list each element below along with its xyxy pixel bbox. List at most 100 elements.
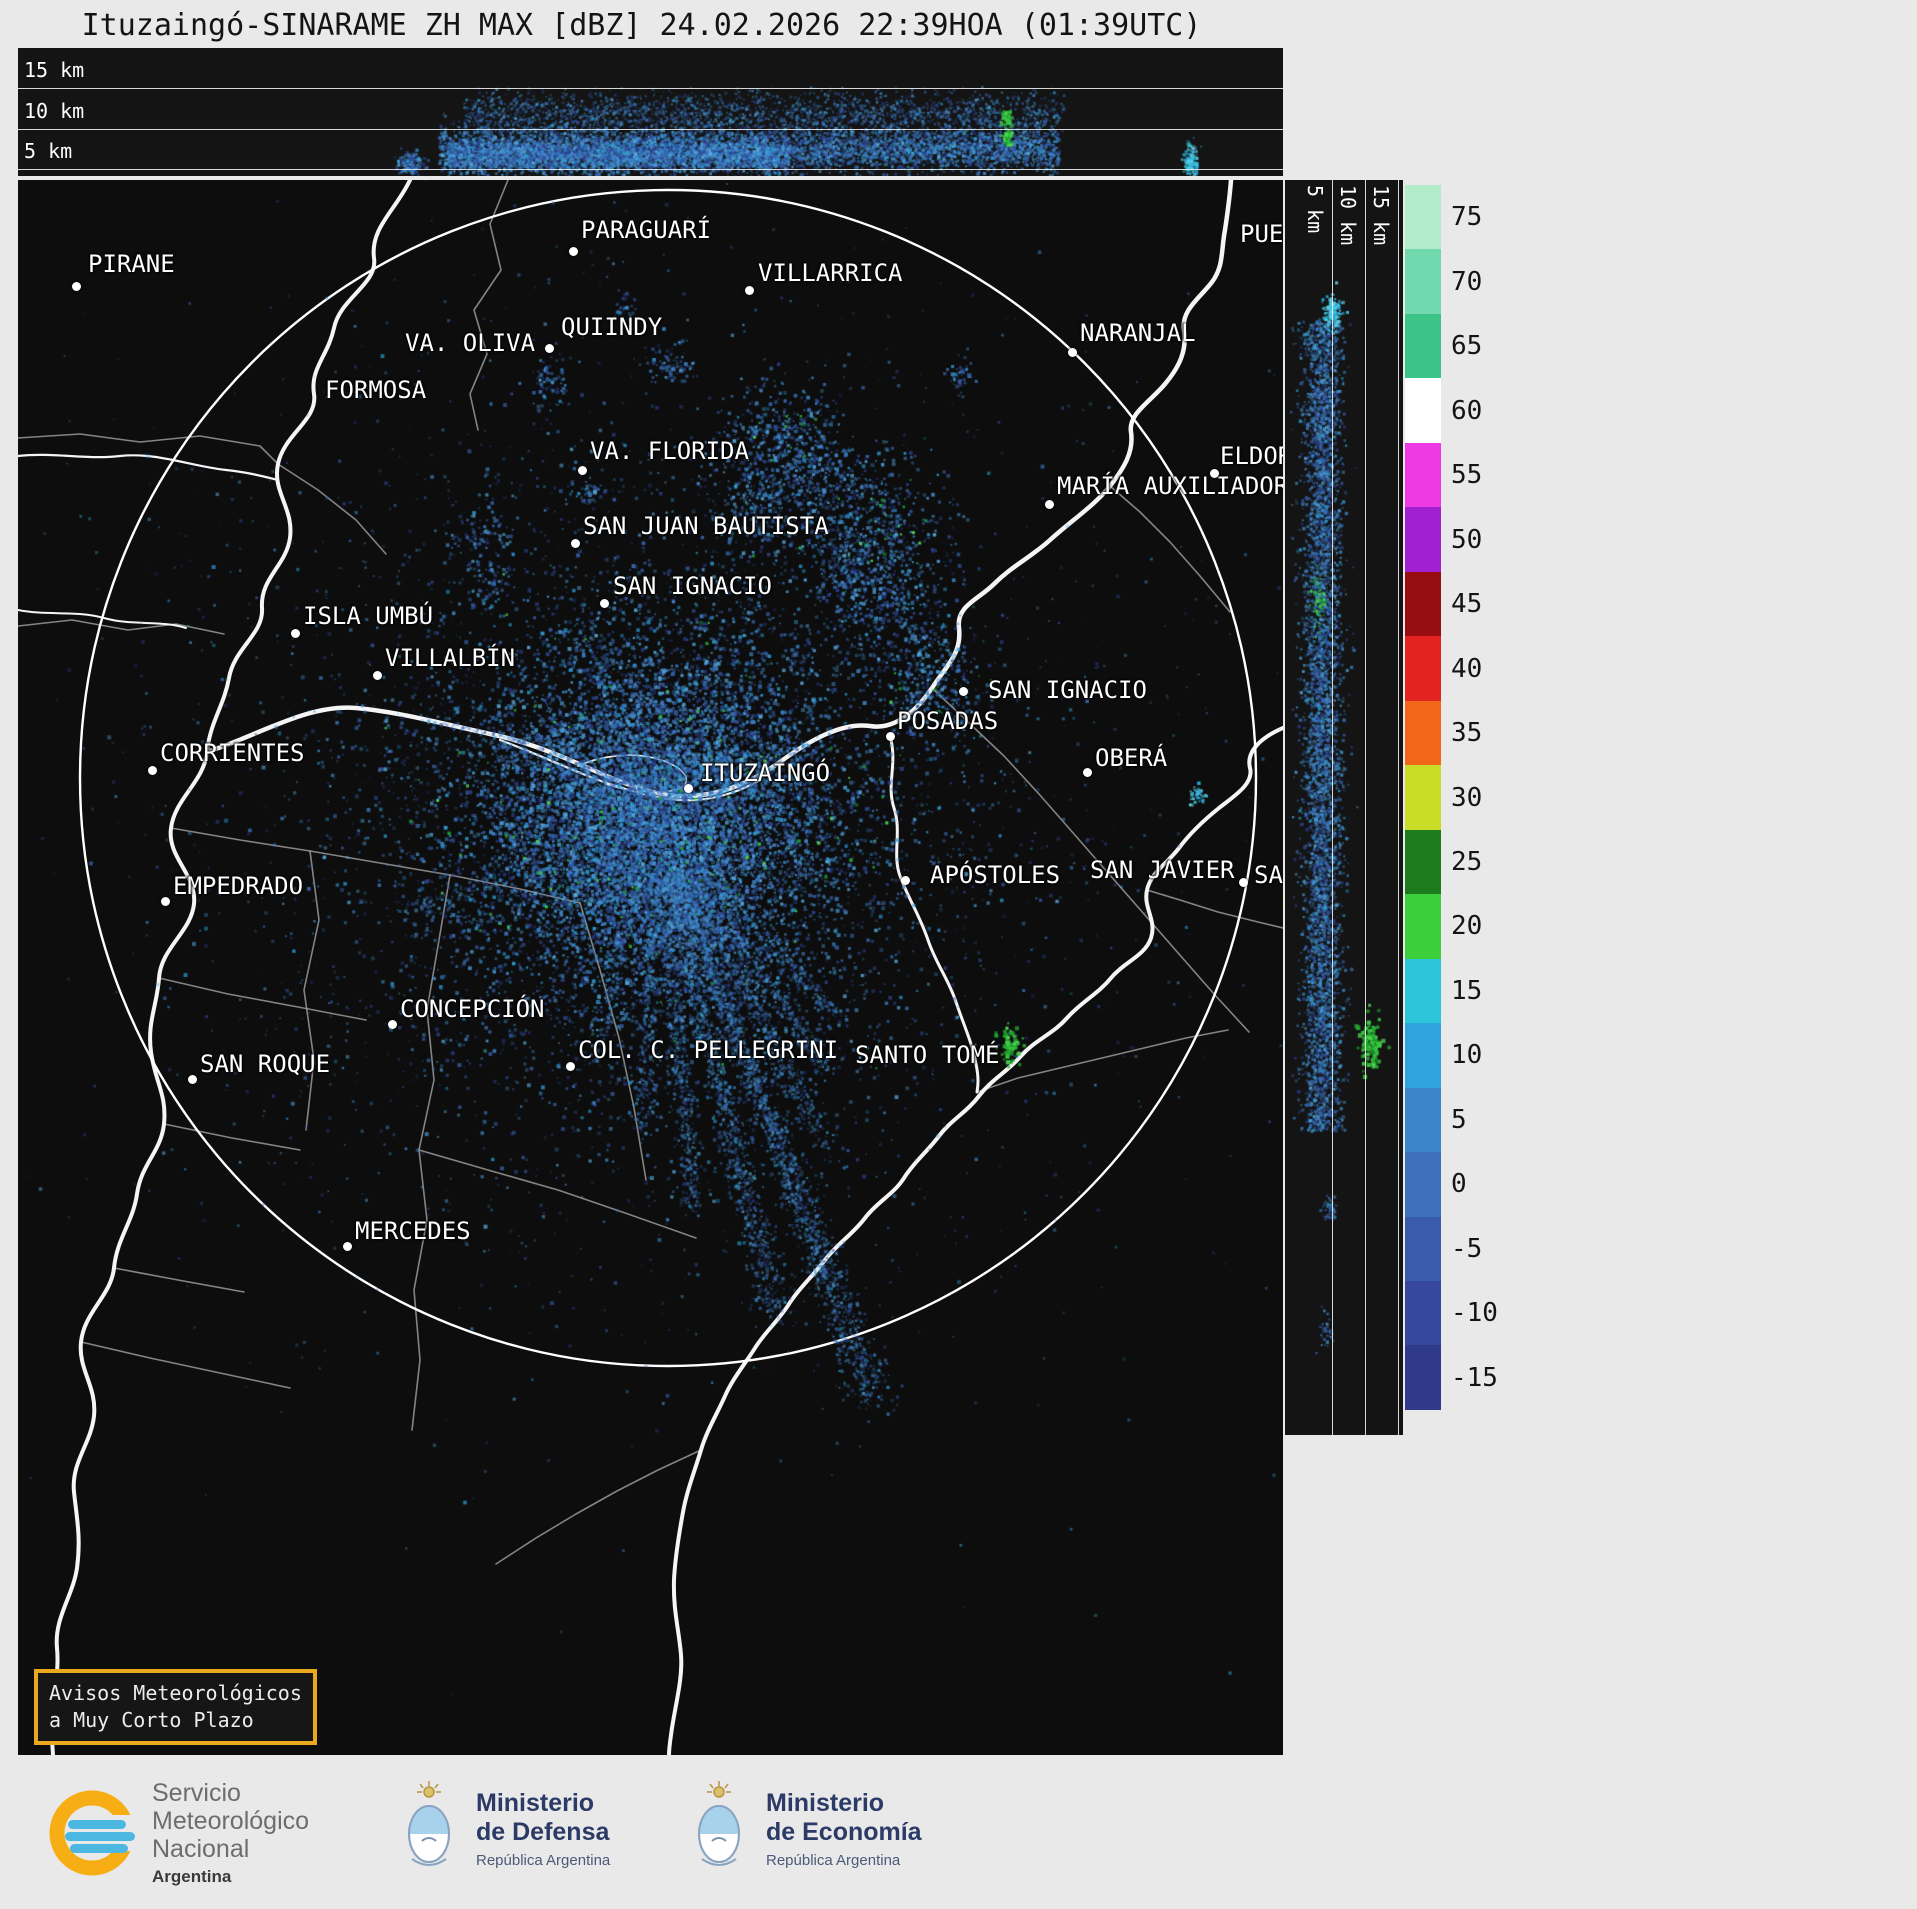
city-label: SAN IGNACIO — [988, 676, 1147, 704]
city-dot — [600, 599, 609, 608]
footer: Servicio Meteorológico Nacional Argentin… — [0, 1757, 1917, 1909]
city-dot — [1068, 348, 1077, 357]
colorbar-tick-label: 75 — [1451, 202, 1483, 233]
city-label: POSADAS — [897, 707, 999, 735]
city-dot — [545, 344, 554, 353]
smn-country: Argentina — [152, 1867, 232, 1886]
colorbar-segment — [1405, 185, 1441, 250]
radar-echo-canvas — [18, 180, 1283, 1755]
defensa-country: República Argentina — [476, 1852, 611, 1869]
altitude-line — [18, 169, 1283, 170]
city-label: FORMOSA — [325, 376, 427, 404]
economia-name: Ministerio — [766, 1789, 885, 1817]
smn-line3: Nacional — [152, 1835, 250, 1863]
city-label: EMPEDRADO — [173, 872, 304, 900]
city-label: SAN JAVIER — [1090, 856, 1235, 884]
warning-box-line1: Avisos Meteorológicos — [49, 1681, 302, 1705]
defensa-name: Ministerio — [476, 1789, 595, 1817]
colorbar-tick-label: 10 — [1451, 1040, 1483, 1071]
economia-dept: de Economía — [766, 1818, 922, 1846]
colorbar-segment — [1405, 1280, 1441, 1346]
altitude-line — [18, 88, 1283, 89]
city-label: SANTO TOMÉ — [855, 1041, 1000, 1069]
city-label-layer: PIRANE PARAGUARÍ VILLARRICA QUIINDY VA. OLIV… — [18, 180, 1283, 1755]
city-dot — [291, 629, 300, 638]
city-dot — [388, 1020, 397, 1029]
right-cross-section-echo-canvas — [1285, 180, 1403, 1435]
colorbar-segment — [1405, 571, 1441, 637]
city-label: CORRIENTES — [160, 739, 305, 767]
colorbar-tick-label: 20 — [1451, 911, 1483, 942]
colorbar-tick-label: 15 — [1451, 975, 1483, 1006]
smn-branding: Servicio Meteorológico Nacional Argentin… — [48, 1779, 309, 1887]
city-label: PIRANE — [88, 250, 175, 278]
dbz-colorbar-labels: 75 70 65 60 55 50 45 40 35 30 25 20 15 10 5 0 -5 -10 -15 — [1451, 185, 1541, 1410]
city-label: CONCEPCIÓN — [400, 995, 545, 1023]
city-label: SAN JUAN BAUTISTA — [583, 512, 829, 540]
city-dot — [959, 687, 968, 696]
colorbar-tick-label: 35 — [1451, 718, 1483, 749]
city-label: COL. C. PELLEGRINI — [578, 1036, 839, 1064]
city-dot — [1045, 500, 1054, 509]
city-dot — [373, 671, 382, 680]
city-label: VILLARRICA — [758, 259, 903, 287]
defensa-text: Ministerio de Defensa República Argentin… — [476, 1789, 610, 1869]
colorbar-tick-label: -10 — [1451, 1298, 1498, 1329]
city-dot — [684, 784, 693, 793]
city-dot — [745, 286, 754, 295]
city-dot — [901, 876, 910, 885]
city-dot — [72, 282, 81, 291]
altitude-label: 10 km — [24, 99, 85, 123]
colorbar-tick-label: 50 — [1451, 524, 1483, 555]
city-dot — [148, 766, 157, 775]
colorbar-segment — [1405, 249, 1441, 314]
city-dot — [1083, 768, 1092, 777]
colorbar-tick-label: -15 — [1451, 1362, 1498, 1393]
colorbar-segment — [1405, 313, 1441, 379]
colorbar-tick-label: 40 — [1451, 653, 1483, 684]
altitude-label: 15 km — [24, 58, 85, 82]
colorbar-segment — [1405, 378, 1441, 443]
colorbar-segment — [1405, 636, 1441, 701]
economia-country: República Argentina — [766, 1852, 901, 1869]
smn-text: Servicio Meteorológico Nacional Argentin… — [152, 1779, 309, 1887]
warning-box: Avisos Meteorológicos a Muy Corto Plazo — [34, 1669, 317, 1745]
colorbar-segment — [1405, 1152, 1441, 1217]
colorbar-tick-label: 70 — [1451, 266, 1483, 297]
city-label: OBERÁ — [1095, 744, 1168, 772]
colorbar-segment — [1405, 1345, 1441, 1410]
altitude-line — [1332, 180, 1333, 1435]
city-dot — [571, 539, 580, 548]
radar-map-panel: PIRANE PARAGUARÍ VILLARRICA QUIINDY VA. OLIV… — [18, 180, 1283, 1755]
city-label: VA. OLIVA — [405, 329, 536, 357]
colorbar-tick-label: 60 — [1451, 395, 1483, 426]
altitude-line — [18, 129, 1283, 130]
economia-text: Ministerio de Economía República Argenti… — [766, 1789, 922, 1869]
colorbar-segment — [1405, 700, 1441, 766]
altitude-label: 15 km — [1369, 185, 1393, 246]
colorbar-segment — [1405, 829, 1441, 895]
city-dot — [1239, 878, 1248, 887]
smn-line1: Servicio — [152, 1779, 241, 1807]
city-label: NARANJAL — [1080, 319, 1196, 347]
city-label: VA. FLORIDA — [590, 437, 749, 465]
colorbar-segment — [1405, 1087, 1441, 1153]
city-label: PARAGUARÍ — [581, 216, 712, 244]
city-label: ISLA UMBÚ — [303, 602, 434, 630]
ministerio-defensa-branding: Ministerio de Defensa República Argentin… — [398, 1779, 610, 1879]
page-title: Ituzaingó-SINARAME ZH MAX [dBZ] 24.02.20… — [81, 8, 1202, 43]
colorbar-tick-label: 25 — [1451, 846, 1483, 877]
altitude-line — [1398, 180, 1399, 1435]
colorbar-tick-label: 5 — [1451, 1104, 1467, 1135]
colorbar-tick-label: 30 — [1451, 782, 1483, 813]
colorbar-tick-label: 45 — [1451, 589, 1483, 620]
city-dot — [1210, 469, 1219, 478]
top-cross-section-panel: 15 km 10 km 5 km — [18, 48, 1283, 176]
city-dot — [161, 897, 170, 906]
smn-line2: Meteorológico — [152, 1807, 310, 1835]
city-dot — [886, 732, 895, 741]
defensa-coat-of-arms-icon — [408, 1781, 450, 1866]
city-label: MERCEDES — [355, 1217, 471, 1245]
colorbar-tick-label: 65 — [1451, 331, 1483, 362]
